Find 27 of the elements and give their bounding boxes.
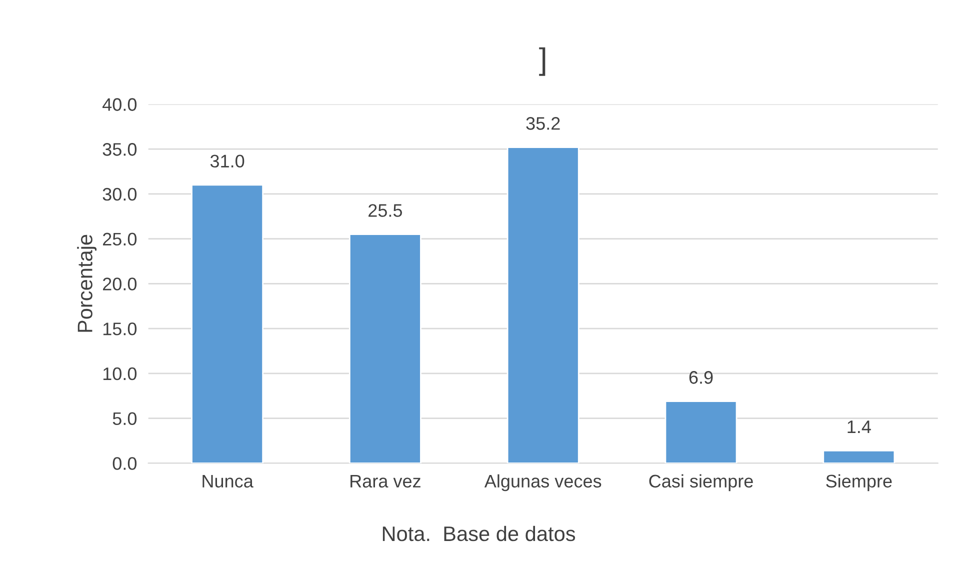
bar bbox=[191, 184, 264, 464]
bar bbox=[822, 450, 896, 464]
y-tick-label: 5.0 bbox=[112, 412, 137, 426]
y-axis-title: Porcentaje bbox=[77, 234, 97, 332]
y-tick-label: 25.0 bbox=[102, 232, 137, 246]
chart-title: ] bbox=[539, 47, 546, 76]
x-tick-label: Algunas veces bbox=[484, 474, 602, 492]
y-tick-label: 35.0 bbox=[102, 143, 137, 156]
data-label: 1.4 bbox=[848, 420, 871, 433]
x-tick-label: Casi siempre bbox=[649, 474, 753, 492]
data-label: 35.2 bbox=[526, 117, 560, 130]
x-tick-label: Siempre bbox=[826, 474, 892, 492]
data-label: 25.5 bbox=[368, 204, 402, 217]
bar bbox=[506, 146, 580, 464]
y-tick-label: 10.0 bbox=[103, 367, 137, 380]
x-tick-label: Rara vez bbox=[350, 474, 420, 488]
y-tick-label: 40.0 bbox=[102, 98, 137, 111]
y-tick-label: 15.0 bbox=[103, 322, 137, 336]
y-tick-label: 0.0 bbox=[112, 457, 137, 470]
text: Nota. Base de datos bbox=[382, 526, 576, 542]
y-tick-label: 30.0 bbox=[102, 188, 137, 201]
x-tick-label: Nunca bbox=[202, 474, 254, 488]
data-label: 6.9 bbox=[689, 371, 713, 384]
bar bbox=[664, 400, 738, 464]
y-tick-label: 20.0 bbox=[102, 278, 137, 290]
bar bbox=[348, 234, 422, 464]
data-label: 31.0 bbox=[210, 154, 244, 168]
